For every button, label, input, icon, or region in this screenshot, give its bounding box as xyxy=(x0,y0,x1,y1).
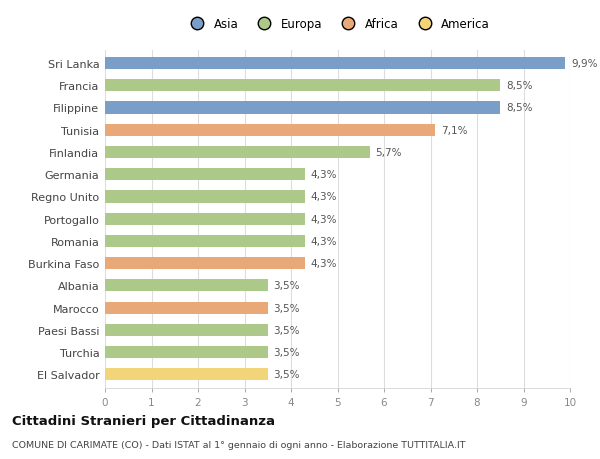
Text: Cittadini Stranieri per Cittadinanza: Cittadini Stranieri per Cittadinanza xyxy=(12,414,275,428)
Bar xyxy=(105,324,268,336)
Text: 3,5%: 3,5% xyxy=(274,369,300,380)
Bar xyxy=(105,80,500,92)
Bar xyxy=(105,102,500,114)
Text: 9,9%: 9,9% xyxy=(571,59,598,69)
Bar xyxy=(105,346,268,358)
Bar xyxy=(105,302,268,314)
Text: 7,1%: 7,1% xyxy=(441,125,467,135)
Text: 4,3%: 4,3% xyxy=(311,214,337,224)
Text: 4,3%: 4,3% xyxy=(311,170,337,180)
Text: COMUNE DI CARIMATE (CO) - Dati ISTAT al 1° gennaio di ogni anno - Elaborazione T: COMUNE DI CARIMATE (CO) - Dati ISTAT al … xyxy=(12,441,466,449)
Bar xyxy=(105,235,305,247)
Bar xyxy=(105,124,435,136)
Text: 3,5%: 3,5% xyxy=(274,347,300,358)
Bar xyxy=(105,213,305,225)
Text: 8,5%: 8,5% xyxy=(506,103,532,113)
Text: 4,3%: 4,3% xyxy=(311,192,337,202)
Text: 3,5%: 3,5% xyxy=(274,303,300,313)
Bar xyxy=(105,280,268,292)
Legend: Asia, Europa, Africa, America: Asia, Europa, Africa, America xyxy=(183,16,492,34)
Text: 5,7%: 5,7% xyxy=(376,148,402,157)
Bar xyxy=(105,168,305,181)
Text: 4,3%: 4,3% xyxy=(311,236,337,246)
Text: 8,5%: 8,5% xyxy=(506,81,532,91)
Text: 3,5%: 3,5% xyxy=(274,281,300,291)
Bar xyxy=(105,257,305,270)
Bar xyxy=(105,58,565,70)
Text: 3,5%: 3,5% xyxy=(274,325,300,335)
Bar xyxy=(105,146,370,159)
Bar xyxy=(105,369,268,381)
Bar xyxy=(105,191,305,203)
Text: 4,3%: 4,3% xyxy=(311,258,337,269)
